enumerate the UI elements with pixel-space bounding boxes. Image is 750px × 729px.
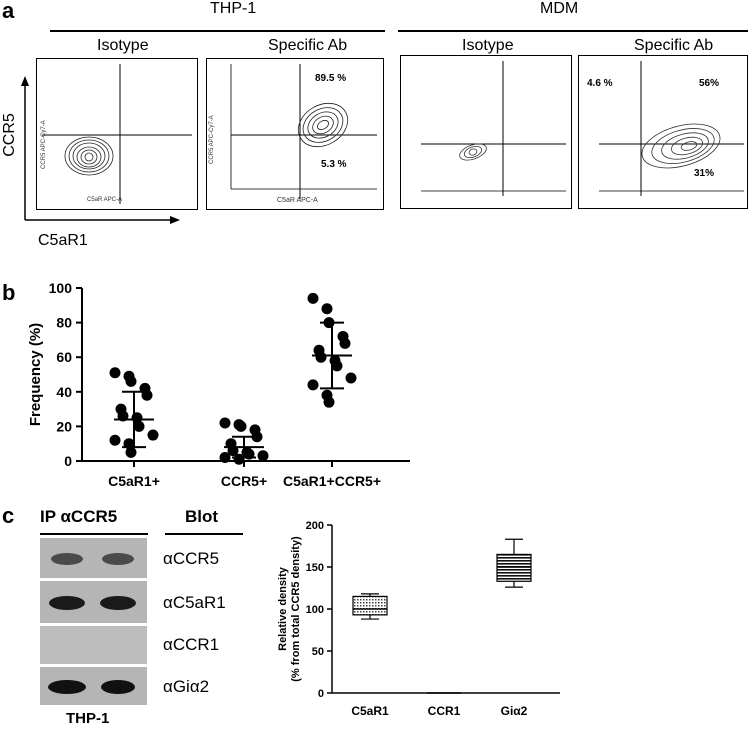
panel-a-axis-arrows (21, 76, 180, 224)
quad-mdm-upper-left: 4.6 % (587, 78, 613, 89)
b-y-tick-label: 40 (56, 384, 72, 400)
b-point (321, 303, 333, 315)
b-point (233, 453, 245, 465)
blot-strip-ccr5 (40, 538, 147, 578)
blot-strip-ccr1 (40, 626, 147, 664)
facs1-x-axis-label: C5aR APC-A (87, 197, 123, 203)
quad-mdm-lower-right: 31% (694, 168, 715, 179)
panel-c-box-chart: 0 50 100 150 200 Relative density (% from tota… (277, 520, 560, 718)
c-x-tick-label: Giα2 (501, 704, 528, 718)
subtitle-mdm-specific: Specific Ab (634, 37, 714, 54)
panel-c-letter: c (2, 503, 15, 528)
b-y-axis-label: Frequency (%) (27, 323, 44, 426)
b-y-tick-label: 80 (56, 315, 72, 331)
c-x-tick-label: C5aR1 (351, 704, 389, 718)
blot-strip-c5ar1 (40, 581, 147, 623)
b-y-tick-label: 60 (56, 349, 72, 365)
b-point (219, 452, 231, 464)
c-x-tick-label: CCR1 (428, 704, 461, 718)
b-point (147, 429, 159, 441)
b-point (235, 420, 247, 432)
mdm-group-bar (398, 30, 748, 32)
blot-label-ccr1: αCCR1 (163, 635, 220, 654)
ip-underline (40, 533, 148, 535)
facs-plot-mdm-isotype (400, 55, 572, 209)
blot-label-ccr5: αCCR5 (163, 549, 220, 568)
b-point (219, 417, 231, 429)
c-y-tick-label: 100 (306, 604, 324, 616)
y-arrow-label: CCR5 (0, 113, 18, 157)
c-y-tick-label: 150 (306, 562, 324, 574)
b-y-tick-label: 0 (64, 453, 72, 469)
thp1-group-bar (50, 30, 385, 32)
facs-plot-thp1-specific: 89.5 % 5.3 % CCR5 APC-Cy7-A C5aR APC-A (206, 58, 384, 210)
subtitle-thp1-specific: Specific Ab (268, 37, 348, 54)
quad-thp1-upper-right: 89.5 % (315, 73, 347, 84)
b-point (109, 434, 121, 446)
b-point (257, 450, 269, 462)
c-y-axis-label-line2: (% from total CCR5 density) (290, 536, 302, 682)
b-x-tick-label: CCR5+ (221, 473, 267, 489)
b-x-tick-label: C5aR1+CCR5+ (283, 473, 381, 489)
ip-label: IP αCCR5 (40, 507, 118, 526)
c-y-tick-label: 200 (306, 520, 324, 532)
b-point (133, 420, 145, 432)
b-y-tick-label: 20 (56, 418, 72, 434)
b-point (125, 375, 137, 387)
facs-plot-thp1-isotype: CCR5 APC-Cy7-A C5aR APC-A (36, 58, 198, 210)
blot-label-c5ar1: αC5aR1 (163, 593, 226, 612)
blot-header: Blot (185, 507, 219, 526)
facs2-y-axis-label: CCR5 APC-Cy7-A (209, 115, 215, 164)
c-box (496, 553, 532, 582)
x-arrow-label: C5aR1 (38, 232, 88, 249)
blot-strip-gia2 (40, 667, 147, 705)
b-point (109, 367, 121, 379)
group-label-mdm: MDM (540, 0, 579, 17)
cell-line-label: THP-1 (66, 710, 110, 727)
b-point (315, 351, 327, 363)
b-point (331, 360, 343, 372)
facs2-x-axis-label: C5aR APC-A (277, 197, 318, 204)
b-point (345, 372, 357, 384)
panel-a-letter: a (2, 0, 15, 23)
group-label-thp1: THP-1 (210, 0, 257, 17)
c-y-axis-label-line1: Relative density (277, 566, 289, 651)
c-y-tick-label: 50 (312, 646, 324, 658)
panel-b-letter: b (2, 280, 16, 305)
subtitle-thp1-isotype: Isotype (97, 37, 149, 54)
b-point (251, 431, 263, 443)
c-box (352, 595, 388, 616)
facs-plot-mdm-specific: 4.6 % 56% 31% (578, 55, 748, 209)
b-point (307, 379, 319, 391)
b-point (307, 292, 319, 304)
subtitle-mdm-isotype: Isotype (462, 37, 514, 54)
b-point (323, 396, 335, 408)
facs1-y-axis-label: CCR5 APC-Cy7-A (41, 120, 47, 169)
b-y-tick-label: 100 (49, 280, 73, 296)
c-y-tick-label: 0 (318, 688, 324, 700)
b-point (125, 446, 137, 458)
quad-mdm-upper-right: 56% (699, 78, 720, 89)
quad-thp1-lower-right: 5.3 % (321, 159, 347, 170)
blot-underline (165, 533, 243, 535)
b-x-tick-label: C5aR1+ (108, 473, 160, 489)
b-point (339, 337, 351, 349)
blot-label-gia2: αGiα2 (163, 677, 210, 696)
